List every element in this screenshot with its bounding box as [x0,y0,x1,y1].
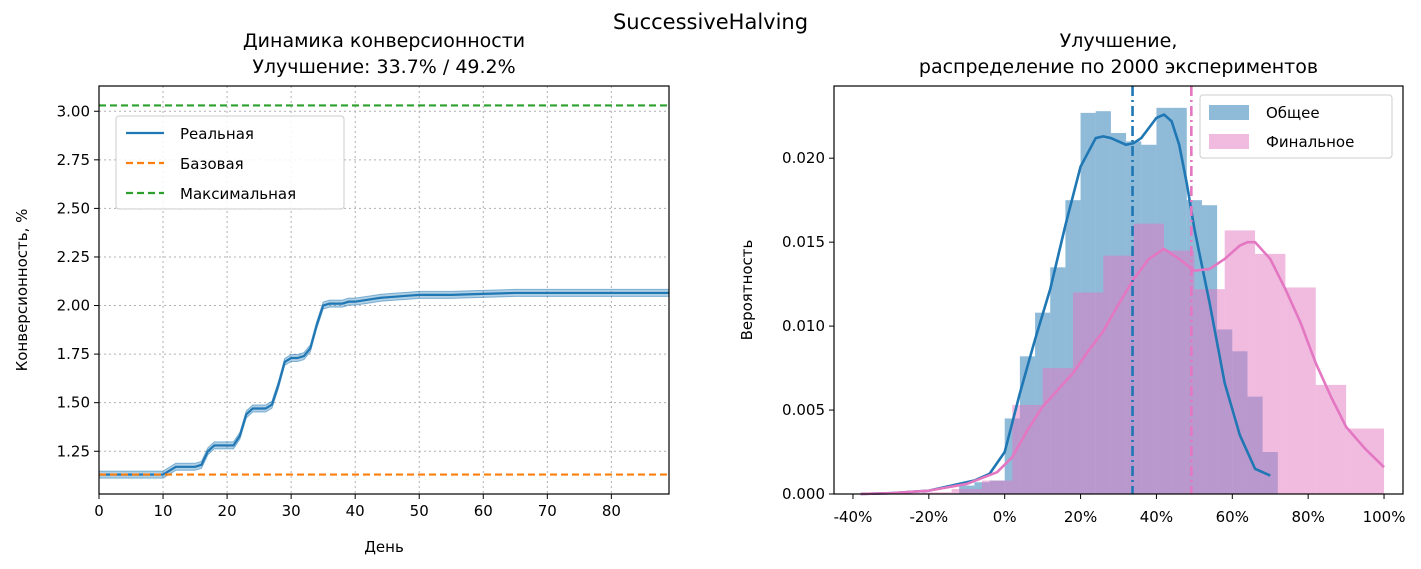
legend-label: Финальное [1266,133,1354,151]
hist-bar-final [1285,287,1316,494]
legend-swatch [1209,134,1249,149]
plot-frame [833,85,1404,495]
legend-box [115,115,345,210]
legend-label: Общее [1266,104,1320,122]
y-tick-label: 0.005 [782,401,825,419]
chart-title: Улучшение, [1060,30,1178,52]
y-tick-label: 2.25 [57,248,90,266]
legend-label: Реальная [180,125,254,143]
y-tick-label: 2.50 [57,199,90,217]
legend-swatch [1209,105,1249,120]
hist-bar-final [1255,253,1286,494]
x-tick-label: -20% [909,508,948,526]
x-tick-label: 20 [218,502,237,520]
x-tick-label: 100% [1363,508,1406,526]
y-axis-label: Вероятность [738,240,756,341]
legend: Реальная Базовая Максимальная [115,115,345,210]
chart-title: Динамика конверсионности [243,30,525,52]
figure-suptitle: SuccessiveHalving [612,10,809,34]
x-tick-label: 50 [410,502,429,520]
hist-bar-final [1103,255,1134,494]
hist-bar-final [1194,289,1225,494]
hist-bar-final [981,480,1013,494]
hist-bar-final [1133,223,1165,494]
legend-label: Базовая [180,155,244,173]
x-tick-label: 70 [538,502,557,520]
x-tick-label: 40% [1140,508,1173,526]
y-tick-label: 3.00 [57,102,90,120]
x-tick-label: 80 [602,502,621,520]
x-tick-label: 60 [474,502,493,520]
hist-bar-final [951,488,982,494]
y-tick-label: 1.50 [57,394,90,412]
x-tick-label: 10 [153,502,172,520]
y-axis-label: Конверсионность, % [13,209,31,372]
x-tick-label: -40% [834,508,873,526]
hist-bar-final [1042,368,1073,494]
distribution-chart: -40% -20% 0% 20% 40% 60% 80% 100% 0.000 0.005 0.01… [738,30,1405,526]
x-tick-label: 80% [1291,508,1324,526]
y-tick-label: 0.000 [782,485,825,503]
series-line-real [99,291,669,476]
x-tick-label: 0 [94,502,104,520]
x-tick-label: 40 [346,502,365,520]
legend: Общее Финальное [1199,94,1393,159]
hist-bar-final [1224,230,1256,494]
x-tick-label: 30 [282,502,301,520]
y-tick-label: 1.25 [57,442,90,460]
hist-bar-final [1315,384,1347,494]
real-confidence-band [98,288,670,479]
x-axis-label: День [364,538,404,556]
x-tick-label: 20% [1064,508,1097,526]
plot-frame [98,85,670,495]
kde-curve-final [860,240,1385,496]
y-tick-label: 0.015 [782,233,825,251]
y-tick-label: 0.010 [782,317,825,335]
legend-label: Максимальная [180,185,296,203]
chart-subtitle: Улучшение: 33.7% / 49.2% [252,56,515,78]
y-tick-label: 2.75 [57,151,90,169]
hist-bar-final [1072,292,1104,494]
y-tick-label: 0.020 [782,149,825,167]
hist-bar-final [921,492,952,494]
chart-subtitle: распределение по 2000 экспериментов [919,56,1318,78]
hist-bar-final [1164,250,1195,494]
conversion-chart: 0 10 20 30 40 50 60 70 80 1.25 1.50 1.75 2.00 2.25 2.5… [13,30,670,556]
x-tick-label: 0% [993,508,1017,526]
y-tick-label: 1.75 [57,345,90,363]
x-tick-label: 60% [1216,508,1249,526]
y-tick-label: 2.00 [57,297,90,315]
